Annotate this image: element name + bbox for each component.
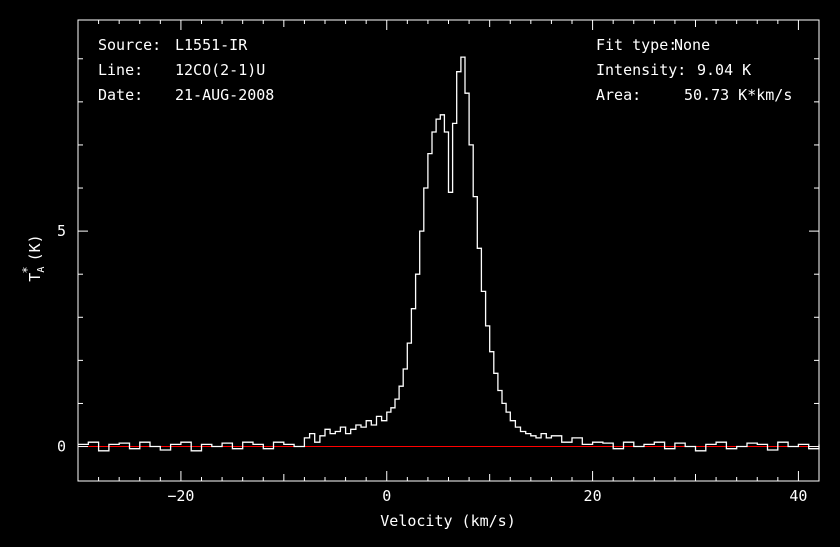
intensity-label: Intensity: <box>596 61 686 79</box>
y-tick-label: 5 <box>57 222 66 240</box>
x-tick-label: 40 <box>789 487 807 505</box>
spectrum-line <box>78 56 820 452</box>
x-tick-label: −20 <box>167 487 194 505</box>
intensity-value: 9.04 K <box>697 61 751 79</box>
line-label: Line: <box>98 61 143 79</box>
fit-type-value: None <box>674 36 710 54</box>
source-label: Source: <box>98 36 161 54</box>
svg-text:TA*(K): TA* (K) <box>20 234 47 281</box>
area-label: Area: <box>596 86 641 104</box>
y-axis-label-unit: (K) <box>26 234 44 261</box>
y-tick-label: 0 <box>57 438 66 456</box>
fit-type-label: Fit type: <box>596 36 677 54</box>
y-axis-label-sup: * <box>20 266 34 273</box>
line-value: 12CO(2-1)U <box>175 61 265 79</box>
y-axis-label-sub: A <box>36 267 47 273</box>
x-axis-label: Velocity (km/s) <box>380 512 515 530</box>
date-value: 21-AUG-2008 <box>175 86 274 104</box>
date-label: Date: <box>98 86 143 104</box>
x-tick-label: 0 <box>382 487 391 505</box>
area-value: 50.73 K*km/s <box>684 86 792 104</box>
x-tick-label: 20 <box>584 487 602 505</box>
y-axis-label: TA* (K) <box>20 234 47 281</box>
source-value: L1551-IR <box>175 36 248 54</box>
y-axis-label-main: T <box>26 273 44 282</box>
